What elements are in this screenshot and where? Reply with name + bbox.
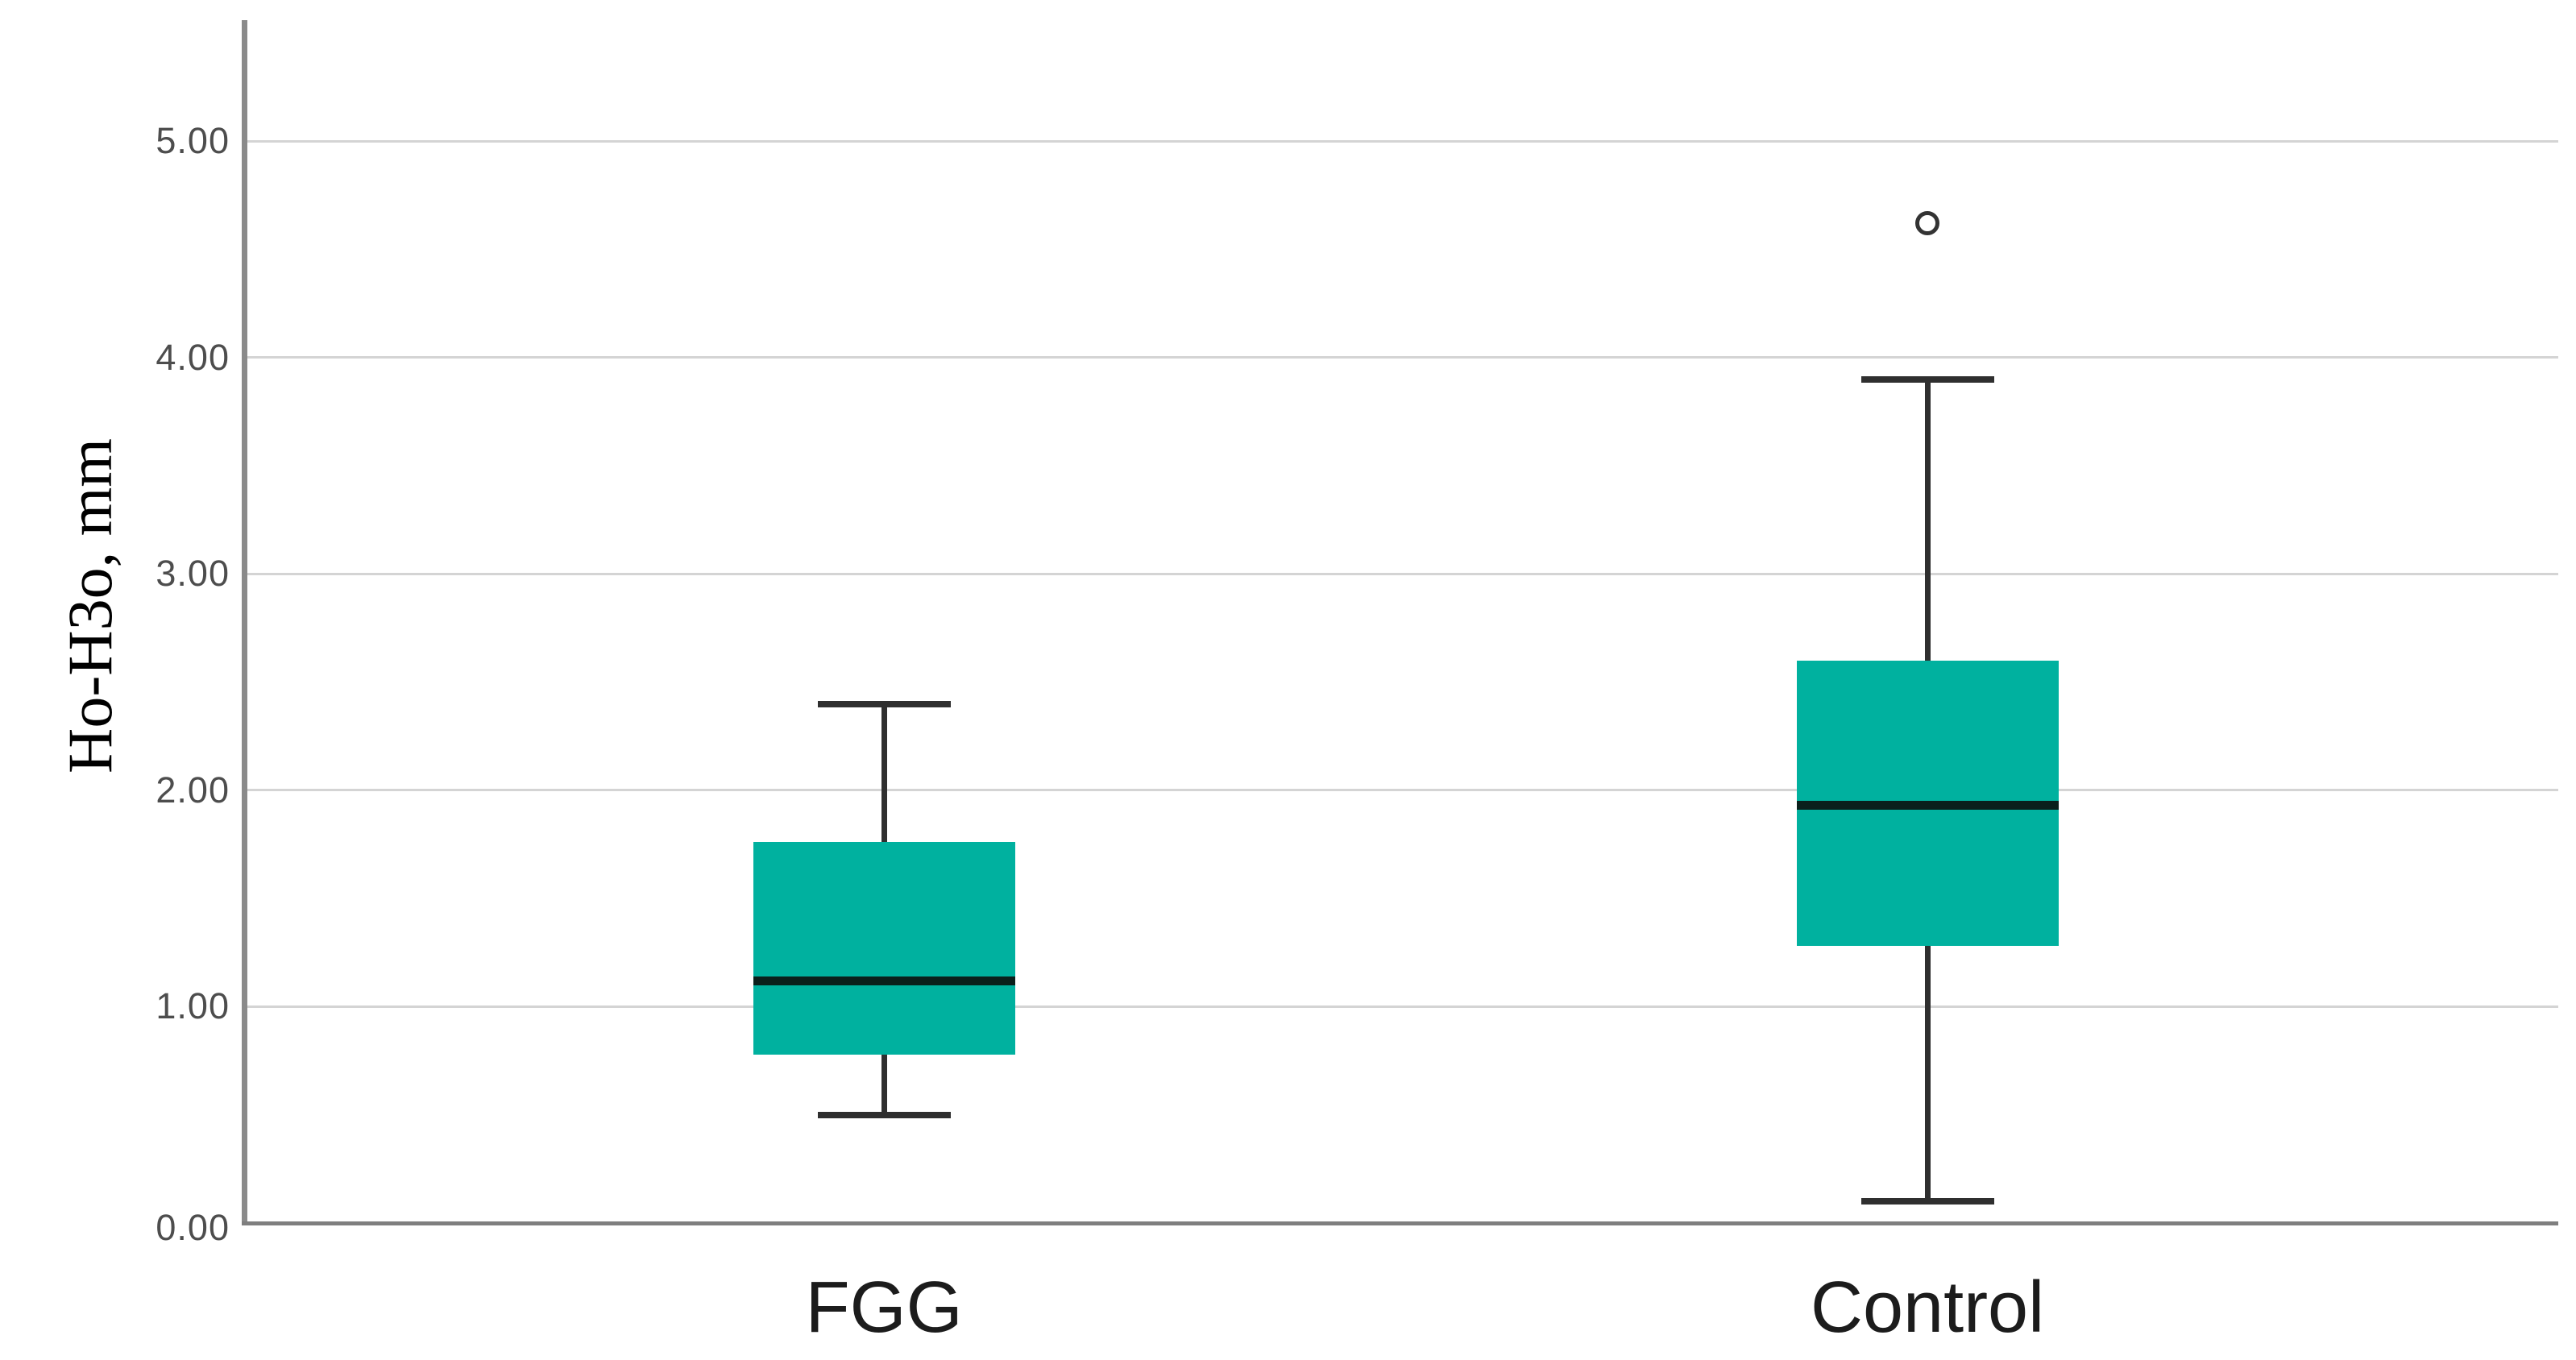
x-axis-line: [242, 1221, 2558, 1225]
y-axis-line: [242, 20, 247, 1225]
y-gridline: [247, 572, 2558, 575]
y-gridline: [247, 139, 2558, 143]
median-line: [753, 976, 1015, 985]
y-tick-label: 3.00: [156, 553, 230, 595]
x-category-label: FGG: [805, 1267, 963, 1348]
y-gridline: [247, 789, 2558, 792]
y-tick-label: 0.00: [156, 1207, 230, 1248]
y-tick-label: 5.00: [156, 120, 230, 162]
whisker-cap-upper: [1860, 375, 1994, 383]
outlier-point: [1915, 211, 1940, 236]
y-gridline: [247, 1005, 2558, 1008]
y-tick-label: 2.00: [156, 769, 230, 811]
y-axis-title: Ho-H3o, mm: [55, 438, 125, 773]
y-tick-label: 4.00: [156, 336, 230, 378]
iqr-box: [753, 842, 1015, 1055]
y-gridline: [247, 356, 2558, 359]
y-tick-label: 1.00: [156, 985, 230, 1027]
whisker-cap-lower: [1860, 1198, 1994, 1205]
x-category-label: Control: [1810, 1267, 2045, 1348]
median-line: [1796, 801, 2059, 811]
whisker-cap-upper: [817, 700, 951, 707]
whisker-cap-lower: [817, 1111, 951, 1118]
